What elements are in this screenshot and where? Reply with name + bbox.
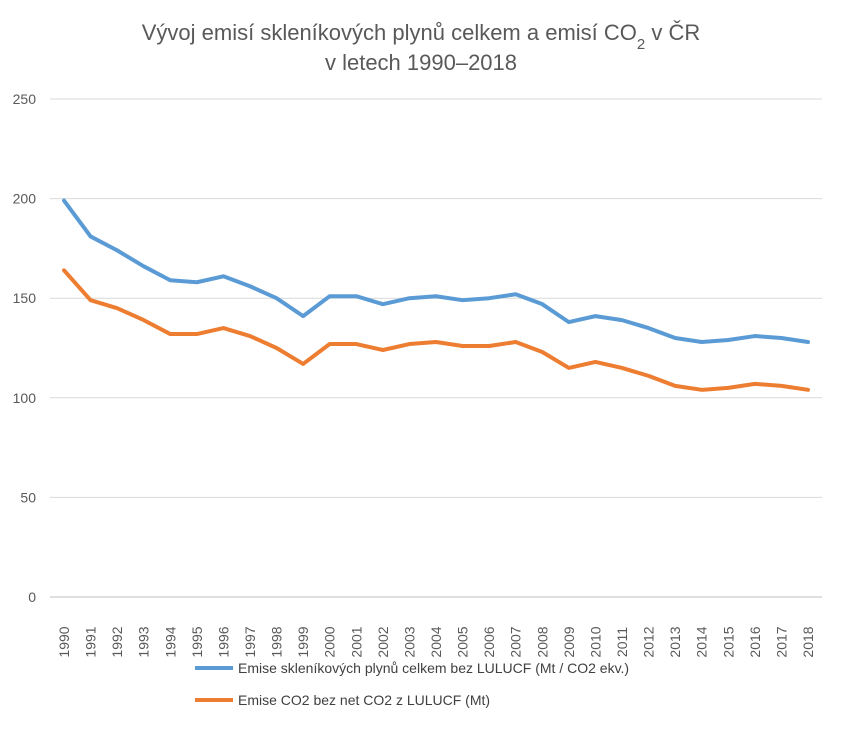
x-tick-label-1993: 1993 [136,626,152,657]
y-tick-label-100: 100 [13,390,37,406]
x-tick-label-1990: 1990 [56,626,72,657]
series-line-2 [62,268,810,392]
x-tick-label-2013: 2013 [667,626,683,657]
x-tick-label-1999: 1999 [295,626,311,657]
x-tick-label-2002: 2002 [375,626,391,657]
y-axis-ticks: 0 50 100 150 200 250 [13,91,37,605]
x-tick-label-2017: 2017 [773,626,789,657]
x-tick-label-1998: 1998 [269,626,285,657]
x-tick-label-2011: 2011 [614,627,630,657]
x-tick-label-1996: 1996 [215,626,231,657]
x-tick-label-2005: 2005 [455,626,471,657]
gridlines [50,98,822,598]
x-tick-label-2003: 2003 [401,626,417,657]
chart-title-line2: v letech 1990–2018 [325,50,517,75]
x-tick-label-1995: 1995 [189,626,205,657]
x-tick-label-2000: 2000 [322,626,338,657]
chart-title-end: v ČR [645,20,700,45]
x-tick-label-2015: 2015 [720,626,736,657]
legend-label-2: Emise CO2 bez net CO2 z LULUCF (Mt) [238,692,490,708]
x-tick-label-2008: 2008 [534,626,550,657]
x-tick-label-1991: 1991 [83,626,99,657]
y-tick-label-50: 50 [20,489,36,505]
x-tick-label-2012: 2012 [641,626,657,657]
legend: Emise skleníkových plynů celkem bez LULU… [195,660,629,708]
x-tick-label-2014: 2014 [694,626,710,657]
x-tick-label-2009: 2009 [561,626,577,657]
x-tick-label-1992: 1992 [109,626,125,657]
x-axis-ticks: 1990 1991 1992 1993 1994 1995 1996 1997 1998 1999… [56,626,816,657]
x-tick-label-2016: 2016 [747,626,763,657]
y-tick-label-250: 250 [13,91,37,107]
x-tick-label-1994: 1994 [162,626,178,657]
chart-title-line1: Vývoj emisí skleníkových plynů celkem a … [142,20,701,53]
x-tick-label-1997: 1997 [242,626,258,657]
x-tick-label-2018: 2018 [800,626,816,657]
y-tick-label-150: 150 [13,290,37,306]
x-tick-label-2010: 2010 [587,626,603,657]
y-tick-label-200: 200 [13,191,37,207]
x-tick-label-2001: 2001 [348,626,364,657]
chart-title-main: Vývoj emisí skleníkových plynů celkem a … [142,20,637,45]
chart-title-subscript: 2 [637,36,645,53]
x-tick-label-2004: 2004 [428,626,444,657]
series-line-1 [62,198,810,345]
series-lines [62,198,810,392]
x-tick-label-2007: 2007 [508,626,524,657]
x-tick-label-2006: 2006 [481,626,497,657]
legend-label-1: Emise skleníkových plynů celkem bez LULU… [238,660,629,676]
y-tick-label-0: 0 [28,589,36,605]
